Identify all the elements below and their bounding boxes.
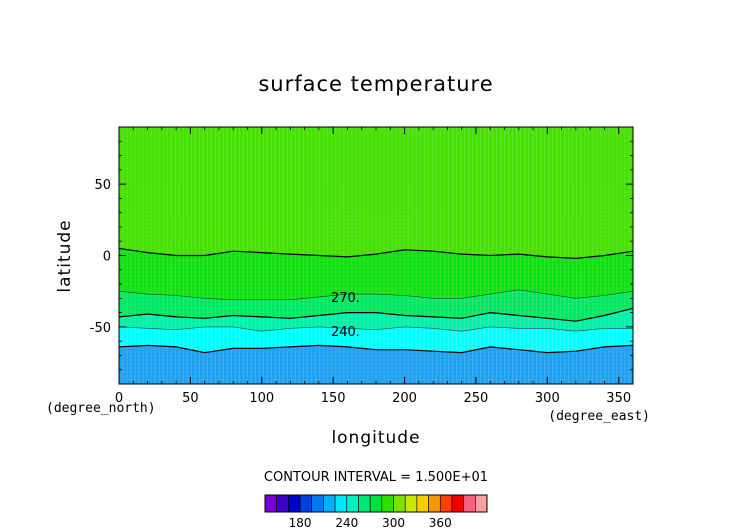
y-tick-label: 50 [94, 178, 111, 193]
colorbar-tick-label: 240 [335, 516, 358, 530]
colorbar-swatch [451, 494, 464, 513]
x-tick-label: 250 [464, 391, 489, 406]
colorbar-frame [264, 494, 488, 513]
colorbar-swatch [404, 494, 418, 513]
contour-lines [118, 247, 634, 354]
contour-line [118, 326, 633, 332]
temperature-band [119, 345, 633, 384]
x-axis: 0 50 100 150 200 250 300 350 [115, 127, 634, 406]
y-axis-label: latitude [55, 219, 75, 292]
colorbar-swatch [393, 494, 406, 513]
colorbar-swatch [358, 494, 371, 513]
x-tick-label: 100 [249, 391, 274, 406]
contour-label: 240. [331, 325, 360, 340]
colorbar-tick-label: 300 [382, 516, 405, 530]
colorbar-swatch [369, 494, 383, 513]
x-axis-label: longitude [331, 428, 420, 448]
colorbar-swatch [334, 494, 348, 513]
colorbar-swatch [439, 494, 453, 513]
colorbar-tick-label: 360 [429, 516, 452, 530]
colorbar-swatch [299, 494, 313, 513]
contour-label: 270. [331, 291, 360, 306]
colorbar-swatch [381, 494, 394, 513]
y-tick-label: 0 [103, 250, 111, 265]
colorbar-swatch [288, 494, 301, 513]
colorbar-swatch [428, 494, 441, 513]
colorbar-swatch [323, 494, 336, 513]
x-tick-label: 50 [182, 391, 199, 406]
y-tick-label: -50 [90, 321, 111, 336]
temperature-band [119, 289, 633, 322]
colorbar-tick-label: 180 [289, 516, 312, 530]
colorbar-swatch [416, 494, 429, 513]
colorbar-swatch [475, 494, 488, 513]
x-units-label: (degree_east) [548, 409, 650, 424]
contour-line [118, 307, 634, 322]
colorbar: 180 240 300 360 [264, 494, 488, 530]
y-units-label: (degree_north) [46, 401, 156, 416]
contour-line [118, 344, 634, 354]
contour-interval-label: CONTOUR INTERVAL = 1.500E+01 [264, 470, 488, 485]
x-tick-label: 200 [392, 391, 417, 406]
contour-line [118, 289, 634, 301]
x-tick-label: 0 [115, 391, 123, 406]
colorbar-swatch [463, 494, 476, 513]
temperature-band [119, 127, 633, 259]
colorbar-swatch [264, 494, 277, 513]
x-tick-label: 300 [535, 391, 560, 406]
temperature-band [119, 326, 633, 353]
colorbar-swatch [346, 494, 359, 513]
x-tick-label: 150 [321, 391, 346, 406]
colorbar-swatch [311, 494, 324, 513]
temperature-band [119, 308, 633, 332]
x-tick-label: 350 [606, 391, 631, 406]
colorbar-swatch [276, 494, 289, 513]
contour-line [118, 247, 634, 260]
temperature-band [119, 248, 633, 300]
contour-labels: 270. 240. [331, 291, 360, 340]
plot-area [119, 127, 633, 384]
chart-title: surface temperature [258, 72, 493, 96]
y-axis: -50 0 50 [90, 126, 633, 385]
